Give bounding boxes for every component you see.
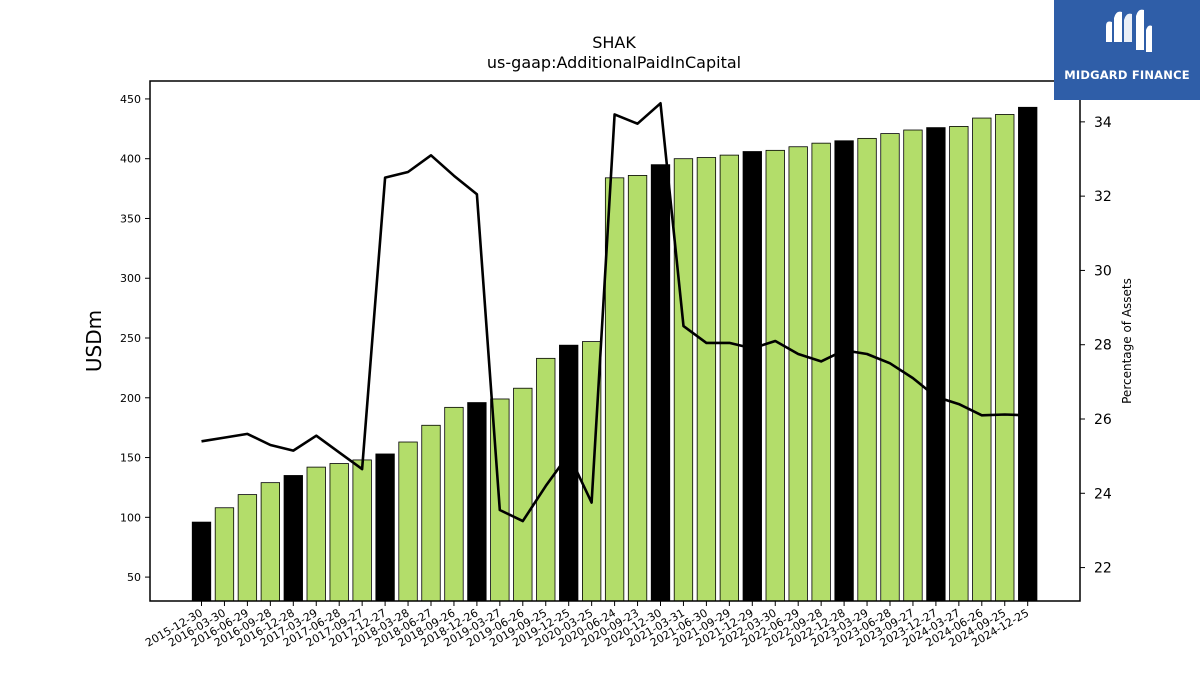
y-tick-label: 250 [120,332,141,345]
bar-2020-09-23 [627,175,648,602]
brand-name: MIDGARD FINANCE [1064,68,1190,82]
bar-2018-09-26 [444,406,464,602]
x-axis-ticks: 2015-12-302016-03-302016-06-292016-09-28… [143,601,1031,650]
y2-tick-label: 34 [1094,115,1112,131]
bar-2016-12-28 [283,475,303,602]
bar-2018-03-28 [398,441,418,602]
y-tick-label: 150 [120,452,141,465]
bar-2016-03-30 [214,507,235,602]
bar-2021-12-29 [742,151,762,602]
bar-2021-09-29 [719,154,739,602]
percentage-of-assets-line [201,102,1028,523]
y-tick-label: 50 [127,571,141,584]
midgard-logo-icon [1106,9,1152,52]
bar-2022-06-29 [788,146,808,602]
brand-logo: MIDGARD FINANCE [1054,0,1200,100]
y-axis-label: USDm [82,310,106,372]
bar-2022-03-30 [765,149,785,602]
bar-2023-12-27 [926,127,946,602]
bar-2021-03-31 [673,158,694,602]
chart-subtitle: us-gaap:AdditionalPaidInCapital [487,53,741,72]
bar-2023-03-29 [857,137,877,602]
bar-2016-09-28 [260,482,281,602]
bar-2017-06-28 [329,463,349,602]
bar-2022-12-28 [834,140,854,602]
chart-title: SHAK [592,33,636,52]
bar-2017-12-27 [375,453,395,602]
bar-2019-06-26 [513,387,533,602]
bar-2022-09-28 [811,142,831,602]
bar-2016-06-29 [237,494,258,602]
y2-tick-label: 32 [1094,189,1112,205]
bar-2018-12-26 [467,402,487,602]
bar-2015-12-30 [191,521,212,602]
bar-2019-12-25 [559,344,579,602]
y2-tick-label: 24 [1094,486,1112,502]
y2-tick-label: 30 [1094,263,1112,279]
bar-2024-09-25 [995,114,1015,602]
bar-2021-06-30 [696,157,717,602]
bar-2024-06-26 [972,117,992,602]
line-series [201,102,1028,523]
y-tick-label: 350 [120,212,141,225]
y2-tick-label: 22 [1094,561,1112,577]
bar-2017-09-27 [352,459,372,602]
bar-2018-06-27 [421,424,441,602]
y-tick-label: 300 [120,272,141,285]
y2-tick-label: 28 [1094,338,1112,354]
y2-tick-label: 26 [1094,412,1112,428]
y-tick-label: 450 [120,93,141,106]
y2-axis-ticks: 22 24 26 28 30 32 34 [1080,115,1112,577]
y-tick-label: 200 [120,392,141,405]
y-tick-label: 400 [120,153,141,166]
bar-series [191,106,1038,602]
bar-2020-12-30 [650,164,671,602]
y-tick-label: 100 [120,511,141,524]
y-axis-ticks: 50 100 150 200 250 300 350 400 450 [120,93,150,584]
y2-axis-label: Percentage of Assets [1120,278,1134,404]
bar-2024-12-25 [1018,106,1038,602]
bar-2023-09-27 [903,129,923,602]
bar-2019-09-25 [536,357,556,602]
bar-2017-03-29 [306,466,326,602]
bar-2024-03-27 [949,126,969,602]
